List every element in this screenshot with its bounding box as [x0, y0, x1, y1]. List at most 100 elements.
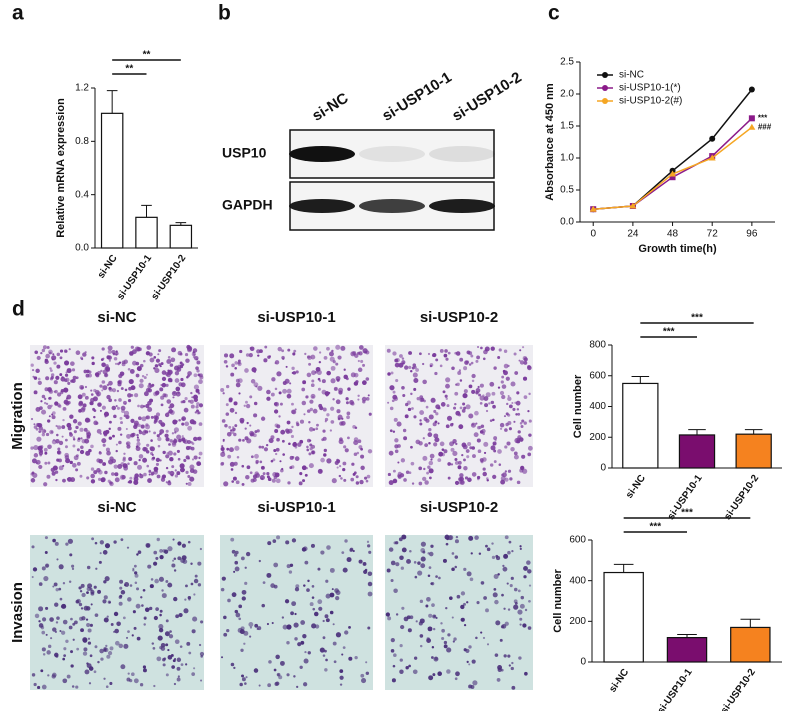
cell: [452, 438, 457, 444]
cell: [87, 637, 91, 640]
cell: [460, 604, 465, 610]
cell: [189, 468, 195, 474]
cell: [362, 380, 367, 386]
cell: [451, 366, 455, 371]
cell: [246, 421, 249, 425]
cell: [239, 682, 243, 687]
cell: [223, 359, 228, 364]
cell: [57, 425, 62, 430]
cell: [231, 363, 235, 368]
cell: [134, 422, 139, 428]
cell: [508, 427, 512, 431]
cell: [281, 467, 284, 471]
cell: [275, 478, 281, 484]
cell: [282, 453, 286, 456]
cell: [165, 437, 170, 442]
cell: [60, 390, 64, 395]
cell: [462, 393, 468, 399]
cell: [221, 656, 224, 659]
cell: [476, 438, 481, 443]
cell: [153, 561, 158, 566]
cell: [422, 476, 427, 482]
cell: [224, 424, 228, 428]
cell: [141, 374, 145, 378]
cell: [468, 535, 474, 541]
cell: [167, 648, 170, 652]
cell: [235, 550, 239, 555]
cell: [308, 427, 314, 432]
cell: [481, 428, 486, 434]
cell: [191, 458, 195, 461]
cell: [285, 365, 288, 368]
cell: [98, 560, 102, 564]
cell: [59, 597, 63, 601]
cell: [324, 417, 329, 422]
cell: [69, 431, 72, 435]
cell: [90, 389, 93, 392]
cell: [125, 636, 129, 639]
cell: [457, 460, 462, 465]
cell: [171, 347, 177, 353]
cell: [75, 425, 79, 430]
cell: [56, 450, 62, 455]
cell: [129, 369, 135, 374]
cell: [191, 672, 196, 676]
cell: [253, 401, 258, 406]
cell: [347, 387, 351, 391]
cell: [495, 620, 501, 626]
point: [748, 115, 755, 122]
cell: [95, 421, 99, 425]
cell: [348, 656, 353, 661]
cell: [416, 396, 420, 401]
cell: [270, 459, 274, 463]
cell: [360, 673, 365, 678]
cell: [311, 623, 317, 629]
cell: [45, 402, 49, 405]
cell: [173, 596, 178, 602]
cell: [353, 372, 359, 378]
cell: [45, 606, 49, 610]
cell: [311, 596, 315, 599]
point: [709, 135, 716, 142]
cell: [46, 650, 51, 655]
cell: [317, 567, 321, 571]
cell: [276, 535, 281, 540]
cell: [471, 446, 476, 450]
cell: [264, 345, 268, 349]
cell: [345, 397, 349, 401]
cell: [491, 542, 494, 545]
cell: [129, 476, 133, 480]
cell: [395, 357, 400, 363]
cell: [388, 480, 394, 486]
cell: [266, 475, 270, 479]
cell: [164, 412, 170, 418]
cell: [413, 378, 419, 383]
cell: [62, 582, 66, 585]
cell: [154, 578, 159, 584]
cell: [138, 454, 144, 459]
cell: [130, 345, 134, 349]
cell: [504, 477, 509, 482]
point: [748, 86, 755, 93]
cell: [172, 538, 175, 541]
cell: [120, 387, 124, 391]
cell: [30, 363, 34, 367]
cell: [31, 458, 37, 464]
cell: [172, 559, 175, 562]
cell: [138, 383, 144, 389]
cell: [173, 452, 177, 456]
cell: [256, 349, 261, 354]
cell: [116, 389, 120, 393]
cell: [50, 404, 53, 407]
cell: [513, 454, 519, 460]
cell: [419, 397, 424, 403]
cell: [423, 417, 428, 422]
cell: [160, 477, 166, 482]
cell: [135, 373, 140, 378]
cell: [467, 477, 472, 483]
cell: [235, 612, 241, 618]
cell: [131, 672, 135, 677]
cell: [330, 420, 335, 424]
cell: [484, 403, 489, 408]
cell: [308, 463, 314, 469]
